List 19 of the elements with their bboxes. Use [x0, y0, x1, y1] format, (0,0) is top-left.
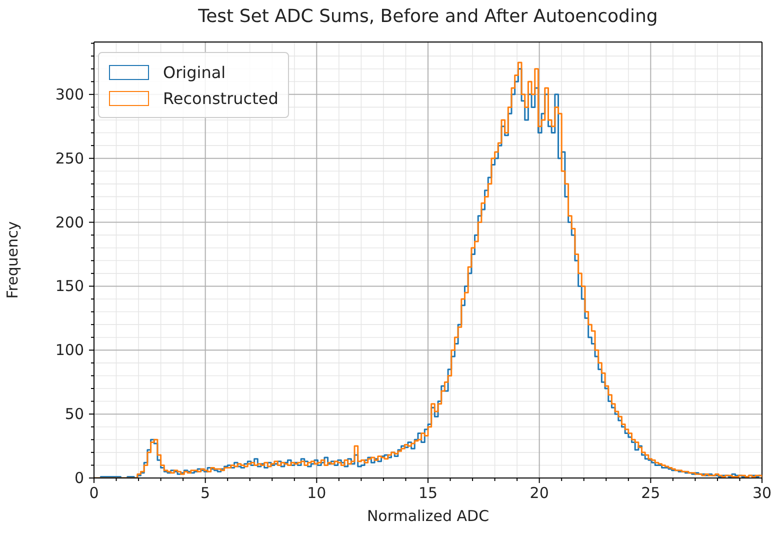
- legend-label: Reconstructed: [163, 88, 278, 108]
- legend-label: Original: [163, 62, 226, 82]
- y-axis-title: Frequency: [3, 221, 22, 299]
- x-axis-title: Normalized ADC: [366, 507, 490, 525]
- y-tick-label: 250: [55, 149, 84, 168]
- y-tick-label: 300: [55, 85, 84, 104]
- y-tick-label: 100: [55, 341, 84, 360]
- x-tick-label: 5: [200, 484, 210, 502]
- x-tick-label: 20: [530, 484, 549, 502]
- x-tick-label: 0: [89, 484, 99, 502]
- y-tick-label: 200: [55, 213, 84, 232]
- y-tick-label: 150: [55, 277, 84, 296]
- x-tick-label: 30: [752, 484, 772, 502]
- x-tick-label: 25: [641, 484, 660, 502]
- x-tick-label: 15: [418, 484, 438, 502]
- x-tick-label: 10: [307, 484, 326, 502]
- chart-title: Test Set ADC Sums, Before and After Autoencoding: [197, 6, 659, 27]
- y-tick-label: 0: [74, 469, 84, 487]
- y-tick-label: 50: [64, 405, 84, 424]
